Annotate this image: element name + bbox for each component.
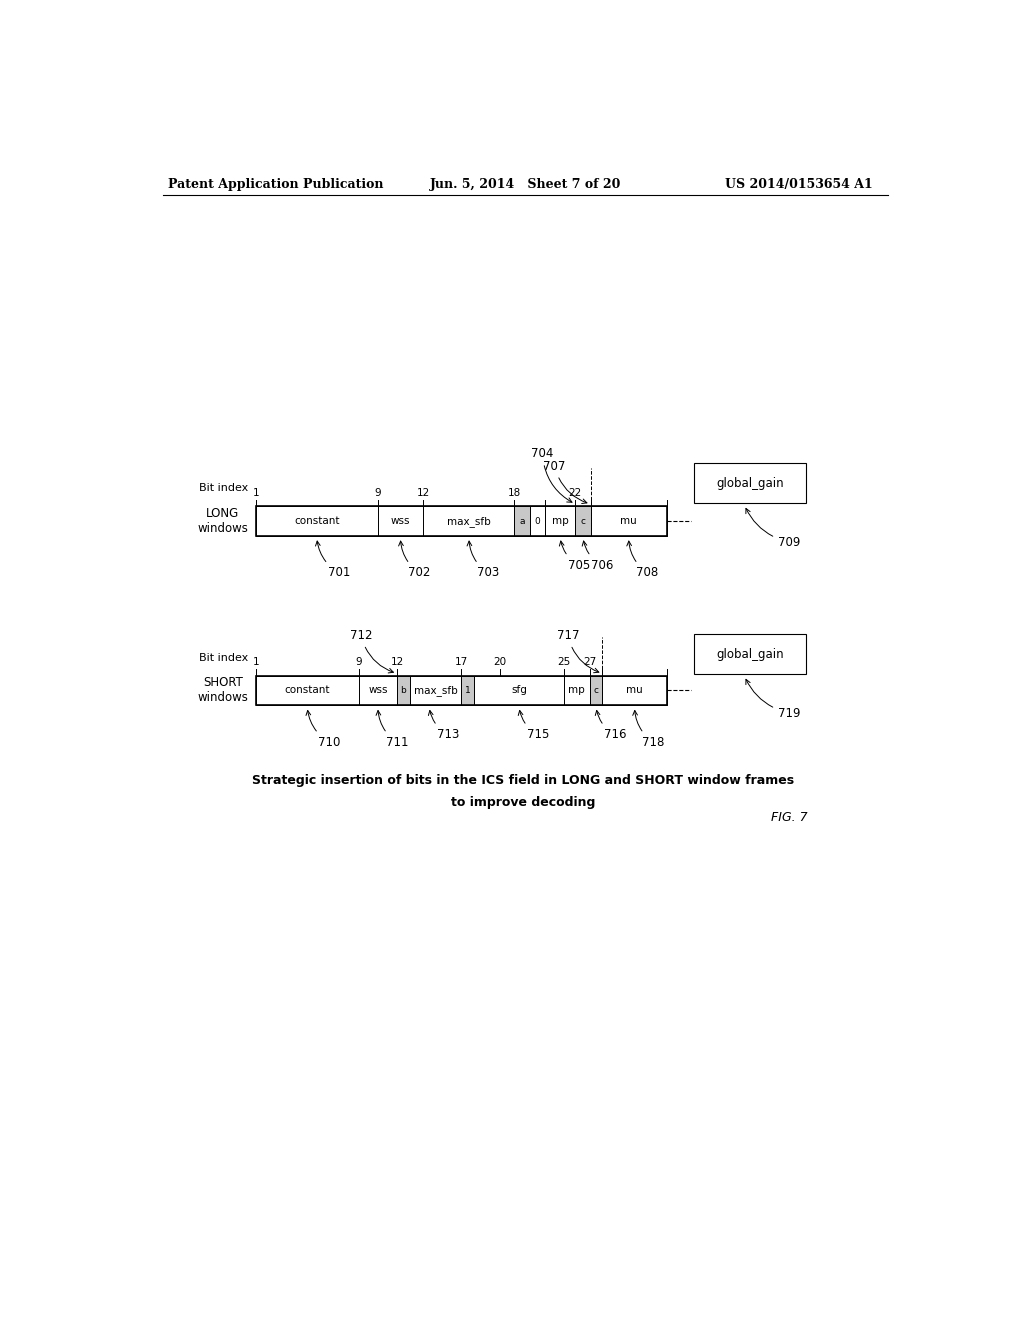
Text: mu: mu <box>626 685 643 696</box>
Text: 25: 25 <box>557 657 570 668</box>
FancyBboxPatch shape <box>514 507 529 536</box>
Text: US 2014/0153654 A1: US 2014/0153654 A1 <box>725 178 872 190</box>
Text: constant: constant <box>285 685 330 696</box>
Text: wss: wss <box>368 685 387 696</box>
Text: 9: 9 <box>374 488 381 498</box>
Text: 705: 705 <box>559 541 590 572</box>
Text: 709: 709 <box>745 508 801 549</box>
Text: 9: 9 <box>355 657 361 668</box>
Text: 12: 12 <box>417 488 430 498</box>
FancyBboxPatch shape <box>545 507 575 536</box>
Text: 719: 719 <box>745 680 801 719</box>
FancyBboxPatch shape <box>358 676 397 705</box>
Text: 702: 702 <box>398 541 430 579</box>
FancyBboxPatch shape <box>378 507 423 536</box>
Text: mp: mp <box>552 516 568 527</box>
Text: 706: 706 <box>583 541 613 572</box>
Text: FIG. 7: FIG. 7 <box>771 812 808 825</box>
Text: 713: 713 <box>428 710 460 742</box>
Text: c: c <box>594 686 598 694</box>
Text: max_sfb: max_sfb <box>447 516 490 527</box>
FancyBboxPatch shape <box>575 507 591 536</box>
Text: Bit index: Bit index <box>199 653 248 663</box>
Text: to improve decoding: to improve decoding <box>451 796 595 809</box>
Text: 20: 20 <box>494 657 506 668</box>
FancyBboxPatch shape <box>693 463 806 503</box>
FancyBboxPatch shape <box>529 507 545 536</box>
Text: constant: constant <box>294 516 340 527</box>
FancyBboxPatch shape <box>461 676 474 705</box>
Text: 715: 715 <box>518 710 549 742</box>
Text: Jun. 5, 2014   Sheet 7 of 20: Jun. 5, 2014 Sheet 7 of 20 <box>430 178 622 190</box>
Text: 703: 703 <box>467 541 499 579</box>
FancyBboxPatch shape <box>693 635 806 675</box>
Text: SHORT
windows: SHORT windows <box>198 676 248 705</box>
FancyBboxPatch shape <box>256 507 378 536</box>
Text: a: a <box>519 516 525 525</box>
Text: sfg: sfg <box>511 685 527 696</box>
Text: 0: 0 <box>535 516 541 525</box>
Text: 18: 18 <box>508 488 521 498</box>
Text: 712: 712 <box>350 628 393 673</box>
FancyBboxPatch shape <box>590 676 602 705</box>
FancyBboxPatch shape <box>397 676 410 705</box>
Text: 1: 1 <box>253 488 259 498</box>
FancyBboxPatch shape <box>423 507 514 536</box>
Text: 27: 27 <box>583 657 596 668</box>
Text: global_gain: global_gain <box>716 648 783 661</box>
Text: 710: 710 <box>306 710 340 748</box>
Text: mp: mp <box>568 685 585 696</box>
FancyBboxPatch shape <box>564 676 590 705</box>
Text: wss: wss <box>390 516 411 527</box>
Text: LONG
windows: LONG windows <box>198 507 248 535</box>
Text: Strategic insertion of bits in the ICS field in LONG and SHORT window frames: Strategic insertion of bits in the ICS f… <box>252 775 795 788</box>
Text: 718: 718 <box>633 710 665 748</box>
FancyBboxPatch shape <box>256 676 358 705</box>
Text: 1: 1 <box>253 657 259 668</box>
Text: mu: mu <box>621 516 637 527</box>
Text: global_gain: global_gain <box>716 477 783 490</box>
Text: Patent Application Publication: Patent Application Publication <box>168 178 384 190</box>
Text: max_sfb: max_sfb <box>414 685 458 696</box>
Text: 707: 707 <box>544 459 587 503</box>
Text: c: c <box>581 516 586 525</box>
Text: 1: 1 <box>465 686 471 694</box>
FancyBboxPatch shape <box>410 676 461 705</box>
Text: Bit index: Bit index <box>199 483 248 494</box>
Text: 17: 17 <box>455 657 468 668</box>
Text: 701: 701 <box>315 541 350 579</box>
Text: 717: 717 <box>557 628 599 673</box>
Text: 12: 12 <box>390 657 403 668</box>
Text: 704: 704 <box>531 447 572 503</box>
Text: 22: 22 <box>568 488 582 498</box>
FancyBboxPatch shape <box>602 676 667 705</box>
Text: 708: 708 <box>627 541 658 579</box>
Text: b: b <box>400 686 407 694</box>
Text: 716: 716 <box>595 710 627 742</box>
FancyBboxPatch shape <box>474 676 564 705</box>
FancyBboxPatch shape <box>591 507 667 536</box>
Text: 711: 711 <box>376 710 409 748</box>
